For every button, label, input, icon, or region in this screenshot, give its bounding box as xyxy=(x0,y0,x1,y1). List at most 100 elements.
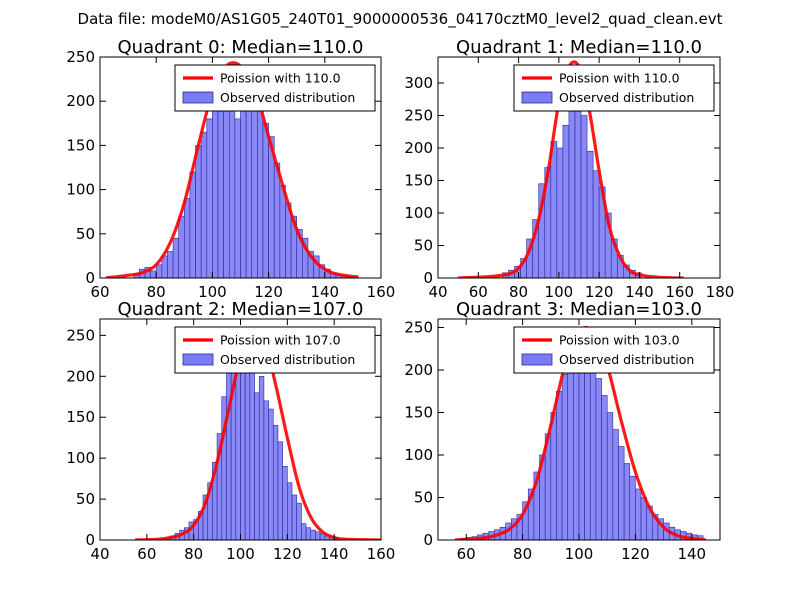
x-tick-label: 180 xyxy=(706,283,735,301)
axes-frame xyxy=(99,56,382,279)
quadrant-2-panel: Quadrant 2: Median=107.0 40 60 80 100 120 140 1… xyxy=(66,299,395,563)
histogram-bar xyxy=(258,375,265,540)
y-tick-label: 300 xyxy=(404,74,433,92)
legend-box xyxy=(174,64,376,112)
poisson-curve xyxy=(458,60,684,278)
quadrant-2-title: Quadrant 2: Median=107.0 xyxy=(118,299,364,320)
quadrant-1-panel: Quadrant 1: Median=110.0 40 60 80 100 120 140 1… xyxy=(404,37,734,301)
histogram-bar xyxy=(573,348,580,540)
y-tick-label: 50 xyxy=(76,490,95,508)
histogram-bar xyxy=(200,131,208,278)
x-tick-label: 160 xyxy=(367,545,396,563)
y-tick-label: 150 xyxy=(404,172,433,190)
x-tick-label: 120 xyxy=(254,283,283,301)
histogram-bar xyxy=(206,118,213,278)
legend-label-poisson: Poission with 110.0 xyxy=(220,71,341,86)
histogram-bar xyxy=(310,529,316,540)
histogram-bar xyxy=(172,237,179,278)
histogram-bar xyxy=(592,170,600,278)
x-tick-label: 80 xyxy=(147,283,166,301)
x-tick-label: 80 xyxy=(509,283,528,301)
histogram-bar xyxy=(223,92,230,278)
y-tick-label: 100 xyxy=(404,446,433,464)
histogram-bar xyxy=(178,215,185,278)
x-tick-label: 80 xyxy=(513,545,532,563)
histogram-bar xyxy=(315,531,321,540)
legend-bar-swatch xyxy=(521,91,553,104)
poisson-curve xyxy=(105,61,359,278)
histogram-bar xyxy=(574,82,582,278)
y-tick-label: 100 xyxy=(66,449,95,467)
histogram-bars xyxy=(502,82,642,278)
histogram-bar xyxy=(257,109,264,278)
y-tick-label: 50 xyxy=(76,225,95,243)
legend-label-poisson: Poission with 110.0 xyxy=(559,71,680,86)
histogram-bar xyxy=(244,359,251,540)
histogram-bar xyxy=(212,96,219,278)
x-tick-label: 60 xyxy=(457,545,476,563)
histogram-bar xyxy=(623,463,631,540)
y-tick-label: 150 xyxy=(66,136,95,154)
histogram-bar xyxy=(556,147,564,278)
x-tick-label: 120 xyxy=(585,283,614,301)
histogram-bar xyxy=(305,527,312,540)
histogram-bar xyxy=(184,198,191,278)
histogram-bar xyxy=(234,118,241,278)
x-tick-label: 140 xyxy=(310,283,339,301)
y-tick-label: 0 xyxy=(423,269,433,287)
legend-bar-swatch xyxy=(182,91,214,104)
x-tick-label: 160 xyxy=(367,283,396,301)
y-tick-label: 200 xyxy=(404,139,433,157)
x-tick-label: 100 xyxy=(198,283,227,301)
legend-bar-swatch xyxy=(521,353,553,366)
quadrant-1-title: Quadrant 1: Median=110.0 xyxy=(456,37,702,58)
histogram-bar xyxy=(301,523,307,540)
histogram-bar xyxy=(155,264,163,278)
histogram-bar xyxy=(167,251,174,278)
y-tick-label: 50 xyxy=(414,489,433,507)
histogram-bar xyxy=(580,115,588,278)
histogram-bar xyxy=(189,171,196,278)
y-tick-label: 250 xyxy=(66,48,95,66)
figure-suptitle: Data file: modeM0/AS1G05_240T01_90000005… xyxy=(78,10,723,29)
y-tick-label: 250 xyxy=(404,107,433,125)
histogram-bars xyxy=(133,65,354,278)
x-tick-label: 160 xyxy=(665,283,694,301)
quadrant-3-title: Quadrant 3: Median=103.0 xyxy=(456,299,702,320)
histogram-bar xyxy=(277,441,283,540)
histogram-bar xyxy=(287,482,293,540)
y-tick-label: 0 xyxy=(85,531,95,549)
histogram-bar xyxy=(556,390,563,540)
x-tick-label: 80 xyxy=(184,545,203,563)
legend: Poission with 110.0 Observed distribution xyxy=(513,64,715,112)
x-tick-label: 140 xyxy=(625,283,654,301)
histogram-bar xyxy=(282,466,288,540)
histogram-bar xyxy=(268,408,274,540)
histogram-bar xyxy=(550,141,558,278)
y-tick-label: 200 xyxy=(66,367,95,385)
histogram-bar xyxy=(584,344,591,540)
y-tick-label: 200 xyxy=(66,92,95,110)
x-tick-label: 140 xyxy=(677,545,706,563)
histogram-bar xyxy=(589,369,597,540)
histogram-bar xyxy=(296,502,302,540)
x-tick-label: 100 xyxy=(226,545,255,563)
x-tick-label: 140 xyxy=(320,545,349,563)
legend: Poission with 103.0 Observed distribution xyxy=(513,326,715,374)
histogram-bar xyxy=(640,497,647,540)
histogram-bar xyxy=(568,95,576,278)
histogram-bar xyxy=(251,92,258,278)
x-tick-label: 60 xyxy=(137,545,156,563)
x-tick-label: 100 xyxy=(545,283,574,301)
legend-label-observed: Observed distribution xyxy=(220,352,355,367)
histogram-bars xyxy=(169,335,340,540)
histogram-bar xyxy=(562,124,570,278)
legend-label-observed: Observed distribution xyxy=(220,90,355,105)
axes-frame xyxy=(437,56,721,279)
y-tick-label: 150 xyxy=(404,404,433,422)
histogram-bar xyxy=(249,367,255,540)
quadrant-3-panel: Quadrant 3: Median=103.0 60 80 100 120 140 0 50… xyxy=(404,299,721,563)
legend: Poission with 107.0 Observed distribution xyxy=(174,326,376,374)
histogram-bar xyxy=(629,475,636,540)
